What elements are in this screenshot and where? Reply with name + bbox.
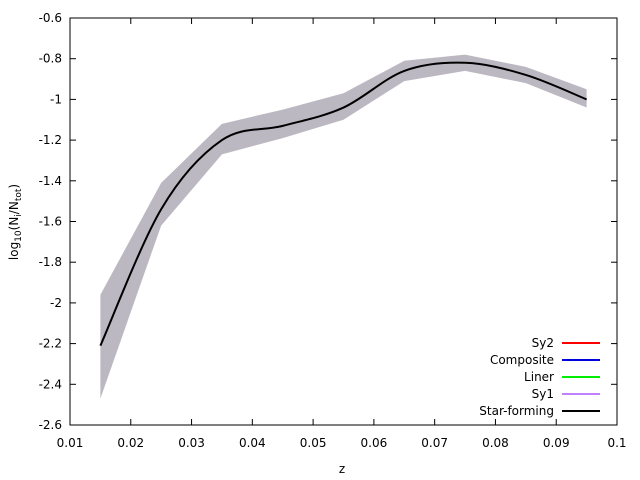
y-tick-label: -0.8 bbox=[39, 52, 62, 66]
legend-label: Sy2 bbox=[532, 336, 554, 350]
y-tick-label: -2 bbox=[50, 296, 62, 310]
y-label-part: /N bbox=[7, 201, 21, 214]
y-label-part: i bbox=[14, 214, 24, 217]
error-band bbox=[100, 54, 587, 399]
legend-label: Star-forming bbox=[479, 404, 554, 418]
y-tick-label: -1.8 bbox=[39, 255, 62, 269]
legend-label: Composite bbox=[490, 353, 554, 367]
x-tick-label: 0.1 bbox=[607, 436, 626, 450]
x-tick-label: 0.03 bbox=[178, 436, 205, 450]
legend-label: Liner bbox=[524, 370, 554, 384]
x-tick-label: 0.08 bbox=[482, 436, 509, 450]
legend-label: Sy1 bbox=[532, 387, 554, 401]
x-tick-label: 0.01 bbox=[57, 436, 84, 450]
y-tick-label: -1 bbox=[50, 92, 62, 106]
y-label-part: (N bbox=[7, 217, 21, 231]
x-tick-label: 0.06 bbox=[361, 436, 388, 450]
y-tick-label: -1.2 bbox=[39, 133, 62, 147]
data-line bbox=[99, 61, 587, 347]
y-tick-label: -2.6 bbox=[39, 418, 62, 432]
y-label-part: ) bbox=[7, 184, 21, 189]
x-tick-label: 0.07 bbox=[421, 436, 448, 450]
y-axis-label: log10(Ni/Ntot) bbox=[7, 184, 24, 260]
y-tick-label: -1.6 bbox=[39, 215, 62, 229]
x-tick-label: 0.04 bbox=[239, 436, 266, 450]
x-tick-label: 0.09 bbox=[543, 436, 570, 450]
x-tick-label: 0.02 bbox=[117, 436, 144, 450]
x-axis-label: z bbox=[339, 462, 345, 476]
y-tick-label: -1.4 bbox=[39, 174, 62, 188]
y-label-part: log bbox=[7, 242, 21, 260]
y-label-part: 10 bbox=[14, 230, 24, 242]
y-tick-label: -2.2 bbox=[39, 337, 62, 351]
y-label-part: tot bbox=[14, 188, 24, 201]
x-tick-label: 0.05 bbox=[300, 436, 327, 450]
y-tick-label: -0.6 bbox=[39, 11, 62, 25]
y-tick-label: -2.4 bbox=[39, 377, 62, 391]
